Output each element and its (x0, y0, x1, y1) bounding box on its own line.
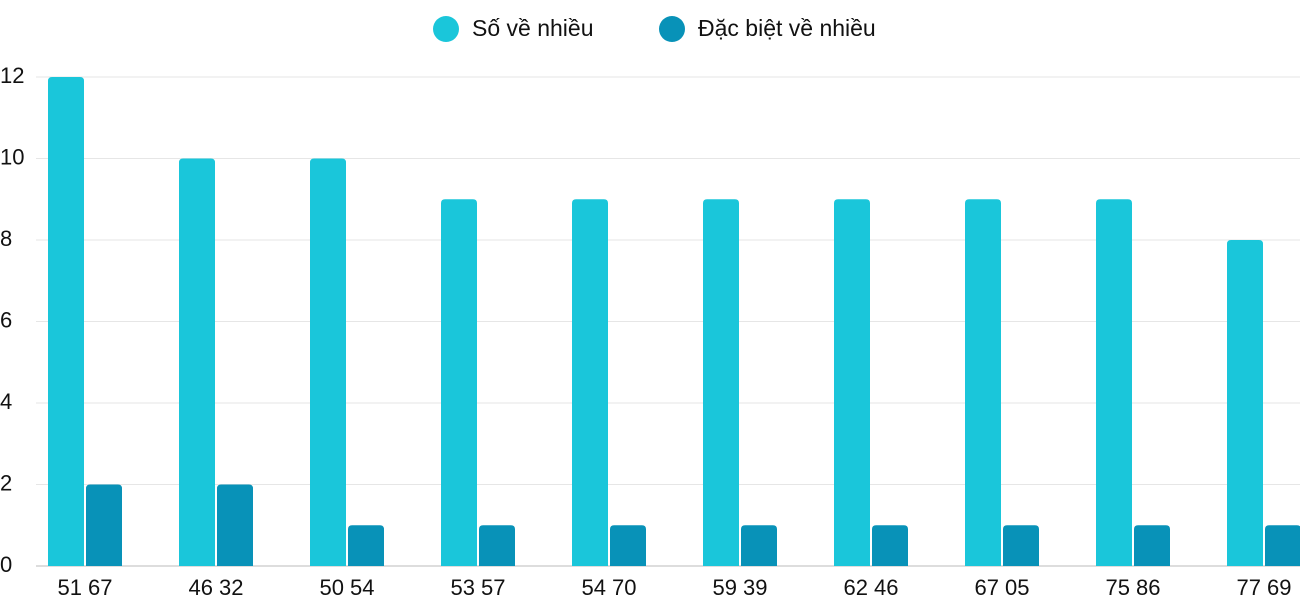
bar (965, 199, 1001, 566)
bar (217, 484, 253, 566)
bar (1096, 199, 1132, 566)
y-tick-label: 0 (0, 552, 12, 577)
x-tick-label: 75 86 (1105, 575, 1160, 600)
bar (348, 525, 384, 566)
y-tick-label: 6 (0, 307, 12, 332)
bar (441, 199, 477, 566)
bar (48, 77, 84, 566)
bar (1227, 240, 1263, 566)
y-tick-label: 10 (0, 144, 24, 169)
bar (872, 525, 908, 566)
y-tick-label: 4 (0, 389, 12, 414)
x-tick-label: 67 05 (974, 575, 1029, 600)
bar (1003, 525, 1039, 566)
bar (1134, 525, 1170, 566)
bar (479, 525, 515, 566)
bar (834, 199, 870, 566)
bar (179, 158, 215, 566)
bar (310, 158, 346, 566)
x-tick-label: 62 46 (843, 575, 898, 600)
legend-marker (659, 16, 685, 42)
legend-label: Đặc biệt về nhiều (698, 15, 876, 41)
bar (703, 199, 739, 566)
x-tick-label: 59 39 (712, 575, 767, 600)
bar (741, 525, 777, 566)
bar (86, 484, 122, 566)
legend-label: Số về nhiều (472, 15, 593, 41)
x-tick-label: 54 70 (581, 575, 636, 600)
x-tick-label: 50 54 (319, 575, 374, 600)
x-tick-label: 46 32 (188, 575, 243, 600)
bar (610, 525, 646, 566)
bar (1265, 525, 1300, 566)
bar (572, 199, 608, 566)
y-tick-label: 2 (0, 470, 12, 495)
y-tick-label: 12 (0, 63, 24, 88)
x-tick-label: 53 57 (450, 575, 505, 600)
x-tick-label: 51 67 (57, 575, 112, 600)
x-tick-label: 77 69 (1236, 575, 1291, 600)
y-tick-label: 8 (0, 226, 12, 251)
legend-marker (433, 16, 459, 42)
